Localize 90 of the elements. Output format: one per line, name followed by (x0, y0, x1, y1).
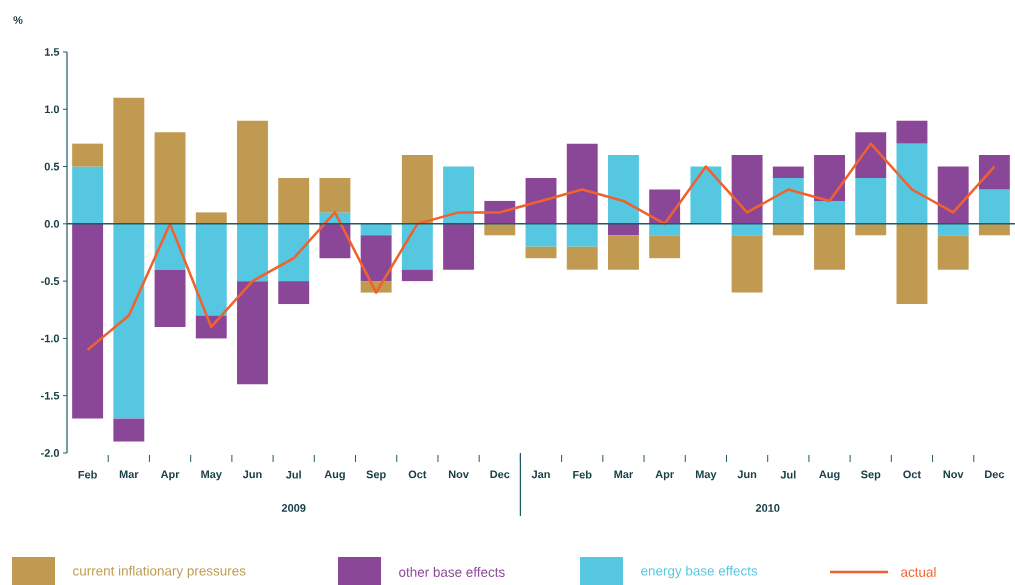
bar (443, 166, 475, 224)
bar (401, 155, 433, 224)
x-tick-label: Dec (985, 470, 1005, 479)
bar (195, 223, 227, 316)
bar (896, 143, 928, 224)
bar (896, 223, 928, 305)
legend-label: other base effects (399, 567, 505, 577)
bar (195, 212, 227, 224)
bar (814, 223, 845, 270)
bar (154, 269, 186, 327)
x-tick-label: Jun (242, 470, 262, 479)
x-tick-label: Jul (285, 470, 301, 479)
text: 2010 (755, 504, 780, 512)
x-tick-label: Jun (737, 470, 757, 479)
bar (278, 281, 310, 305)
y-tick-label: 0.5 (44, 162, 60, 171)
bar (443, 223, 475, 270)
bar (978, 189, 1010, 224)
bar (566, 246, 598, 270)
bar (607, 155, 639, 224)
bar (937, 235, 969, 270)
text: 2009 (281, 504, 306, 512)
x-tick-label: Feb (78, 470, 97, 479)
y-tick-label: -2.0 (41, 449, 60, 457)
y-axis-title: % (13, 16, 23, 24)
bar (896, 120, 928, 144)
legend-label: energy base effects (641, 565, 758, 579)
bar (113, 223, 145, 419)
x-tick-label: Mar (119, 470, 139, 479)
bar (401, 223, 433, 270)
line-series (86, 142, 996, 352)
bar (154, 132, 186, 224)
x-tick-label: Sep (366, 470, 386, 481)
bar (855, 132, 887, 179)
bar (237, 281, 268, 385)
x-tick-label: Feb (573, 470, 592, 479)
bar (814, 200, 845, 224)
x-tick-label: Oct (408, 470, 427, 479)
bar (772, 166, 804, 179)
y-tick-label: -0.5 (41, 277, 60, 286)
bar (814, 155, 845, 201)
x-tick-label: Sep (861, 470, 881, 481)
bar (72, 223, 104, 419)
bar (278, 223, 310, 282)
y-tick-label: 1.0 (44, 105, 60, 114)
bar (113, 97, 145, 224)
x-tick-label: Aug (819, 470, 840, 481)
x-tick-label: May (201, 470, 222, 481)
legend-label: current inflationary pressures (73, 565, 246, 579)
bar (319, 223, 351, 259)
bar (649, 235, 681, 259)
x-tick-label: Aug (324, 470, 345, 481)
bar (72, 166, 104, 224)
x-tick-label: Jul (780, 470, 796, 479)
x-tick-label: Dec (490, 470, 510, 479)
bar (566, 223, 598, 247)
bar (978, 155, 1010, 190)
bar (195, 315, 227, 339)
bar (690, 166, 722, 224)
bar (72, 143, 104, 167)
x-tick-label: Oct (903, 470, 921, 479)
x-tick-label: Apr (655, 470, 674, 481)
y-tick-label: -1.5 (41, 391, 60, 400)
bar (113, 418, 145, 442)
legend-label: actual (901, 567, 936, 577)
bar (237, 223, 268, 282)
x-tick-label: May (695, 470, 717, 481)
bar (237, 120, 268, 224)
bar (772, 178, 804, 224)
x-tick-label: Mar (614, 470, 634, 479)
bar (855, 178, 887, 224)
bar (525, 246, 557, 259)
x-tick-label: Nov (943, 470, 964, 479)
y-tick-label: 0.0 (44, 219, 60, 228)
bar (731, 235, 763, 293)
bar (525, 178, 557, 224)
bar (937, 166, 969, 224)
y-tick-label: -1.0 (41, 334, 60, 343)
bar (319, 178, 351, 213)
bar (360, 235, 392, 282)
x-tick-label: Jan (531, 470, 550, 479)
bar (525, 223, 557, 247)
bar (278, 178, 310, 224)
x-tick-label: Nov (448, 470, 469, 479)
x-tick-label: Apr (160, 470, 180, 481)
y-tick-label: 1.5 (44, 48, 60, 56)
bar (607, 235, 639, 270)
bar (731, 155, 763, 224)
bar (566, 143, 598, 224)
bar (401, 269, 433, 282)
